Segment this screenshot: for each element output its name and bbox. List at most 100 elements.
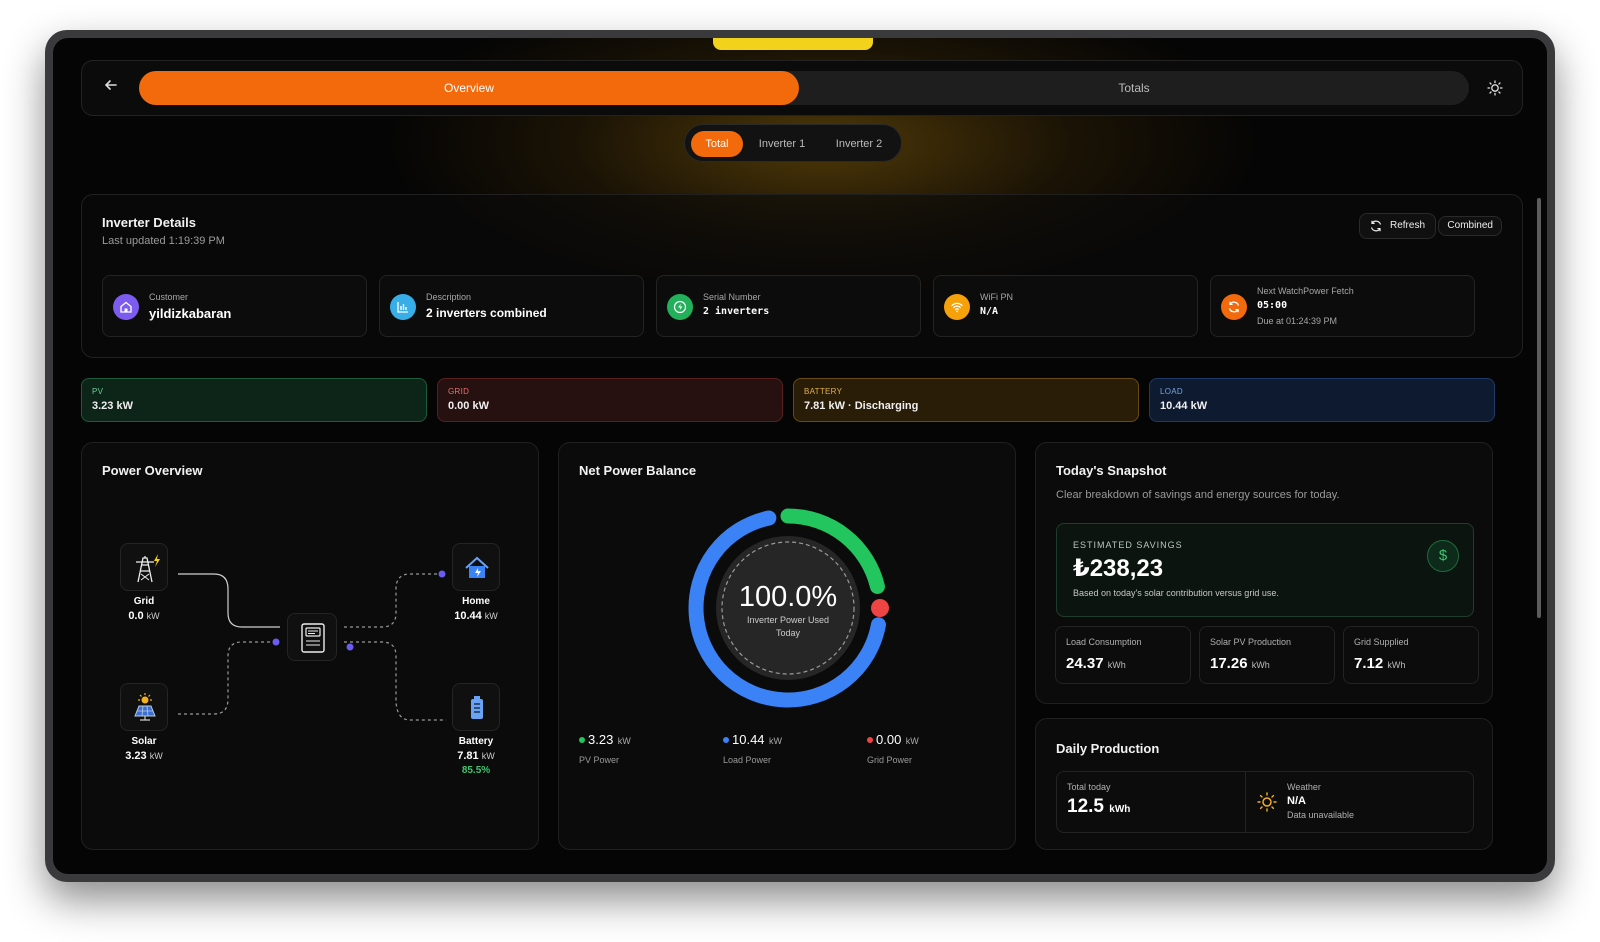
customer-value: yildizkabaran (149, 306, 232, 321)
refresh-button[interactable]: Refresh (1358, 213, 1436, 239)
weather-value: N/A (1287, 795, 1306, 807)
stat-battery-value: 7.81 kW · Discharging (804, 400, 919, 412)
load-dot (723, 736, 729, 743)
snapshot-subtitle: Clear breakdown of savings and energy so… (1056, 489, 1340, 501)
balance-donut (688, 508, 889, 708)
divider (1245, 772, 1246, 832)
metric-solar-value: 17.26 kWh (1210, 655, 1270, 672)
wifi-label: WiFi PN (980, 292, 1013, 302)
device-frame: Overview Totals Total Inverter 1 Inverte… (45, 30, 1555, 882)
battery-soc: 85.5% (461, 765, 491, 776)
weather-note: Data unavailable (1287, 810, 1355, 820)
grid-tower-icon (120, 543, 168, 591)
power-overview-card: Power Overview Grid 0.0 kW Solar 3.23 kW (81, 442, 539, 850)
stat-battery: BATTERY 7.81 kW · Discharging (793, 378, 1139, 422)
legend-grid: 0.00 kW Grid Power (867, 732, 919, 765)
view-switcher: Overview Totals (139, 71, 1469, 105)
last-updated-text: Last updated 1:19:39 PM (102, 235, 225, 247)
stat-grid-label: GRID (448, 387, 470, 396)
info-card-serial: Serial Number 2 inverters (656, 275, 921, 337)
inverter-details-title: Inverter Details (102, 215, 196, 230)
stat-pv-label: PV (92, 387, 104, 396)
home-value: 10.44 kW (454, 610, 498, 622)
metric-solar-label: Solar PV Production (1210, 637, 1292, 647)
battery-value: 7.81 kW (457, 750, 495, 762)
metric-grid-supplied: Grid Supplied 7.12 kWh (1343, 626, 1479, 684)
inverter-selector: Total Inverter 1 Inverter 2 (684, 124, 902, 162)
description-value: 2 inverters combined (426, 306, 547, 320)
description-label: Description (426, 292, 472, 302)
filter-inverter-2[interactable]: Inverter 2 (835, 138, 883, 150)
filter-total[interactable]: Total (691, 131, 743, 157)
app-screen: Overview Totals Total Inverter 1 Inverte… (53, 38, 1547, 874)
legend-load: 10.44 kW Load Power (723, 732, 782, 765)
battery-icon (452, 683, 500, 731)
chart-icon (390, 294, 416, 320)
grid-value: 0.0 kW (128, 610, 160, 622)
inverter-icon (287, 613, 337, 661)
info-card-description: Description 2 inverters combined (379, 275, 644, 337)
serial-label: Serial Number (703, 292, 761, 302)
legend-pv: 3.23 kW PV Power (579, 732, 631, 765)
bolt-icon (667, 294, 693, 320)
scrollbar[interactable] (1537, 198, 1541, 618)
refresh-label: Refresh (1389, 220, 1425, 231)
net-power-balance-title: Net Power Balance (579, 463, 697, 478)
battery-label: Battery (458, 736, 494, 747)
combined-toggle[interactable]: Combined (1438, 216, 1502, 236)
stat-grid-value: 0.00 kW (448, 400, 489, 412)
net-power-balance-card: Net Power Balance 100.0% Inverter Power … (558, 442, 1016, 850)
filter-inverter-1[interactable]: Inverter 1 (758, 138, 806, 150)
daily-production-title: Daily Production (1056, 741, 1160, 756)
stat-pv: PV 3.23 kW (81, 378, 427, 422)
top-accent-bar (713, 38, 873, 50)
top-navigation: Overview Totals (81, 60, 1523, 116)
stat-load-value: 10.44 kW (1160, 400, 1208, 412)
dollar-icon: $ (1427, 540, 1459, 572)
snapshot-title: Today's Snapshot (1056, 463, 1167, 478)
refresh-icon (1369, 219, 1383, 243)
home-icon (113, 294, 139, 320)
info-card-customer: Customer yildizkabaran (102, 275, 367, 337)
tab-totals[interactable]: Totals (1118, 81, 1150, 95)
savings-note: Based on today's solar contribution vers… (1073, 588, 1279, 598)
next-fetch-due: Due at 01:24:39 PM (1257, 316, 1338, 326)
balance-caption-1: Inverter Power Used (746, 615, 830, 625)
tab-overview[interactable]: Overview (139, 71, 799, 105)
metric-grid-value: 7.12 kWh (1354, 655, 1406, 672)
wifi-icon (944, 294, 970, 320)
total-today-label: Total today (1067, 782, 1111, 792)
customer-label: Customer (149, 292, 189, 302)
stat-pv-value: 3.23 kW (92, 400, 133, 412)
pv-arc (780, 508, 885, 594)
metric-grid-label: Grid Supplied (1354, 637, 1409, 647)
load-arc (688, 510, 886, 708)
stat-battery-label: BATTERY (804, 387, 843, 396)
grid-indicator-dot (871, 599, 889, 617)
savings-panel: ESTIMATED SAVINGS ₺238,23 Based on today… (1056, 523, 1474, 617)
serial-value: 2 inverters (703, 306, 770, 317)
back-arrow-icon[interactable] (100, 77, 122, 99)
solar-value: 3.23 kW (125, 750, 163, 762)
savings-label: ESTIMATED SAVINGS (1073, 540, 1183, 550)
metric-load-consumption: Load Consumption 24.37 kWh (1055, 626, 1191, 684)
next-fetch-value: 05:00 (1257, 300, 1288, 311)
grid-dot (867, 736, 873, 743)
grid-label: Grid (133, 596, 155, 607)
power-flow-lines (178, 570, 446, 721)
pv-dot (579, 736, 585, 743)
weather-label: Weather (1287, 782, 1321, 792)
next-fetch-label: Next WatchPower Fetch (1257, 286, 1354, 296)
balance-caption-2: Today (775, 628, 801, 638)
savings-value: ₺238,23 (1073, 555, 1164, 582)
metric-load-value: 24.37 kWh (1066, 655, 1126, 672)
solar-label: Solar (131, 736, 157, 747)
balance-percent: 100.0% (738, 581, 838, 613)
wifi-value: N/A (980, 306, 999, 317)
daily-production-card: Daily Production Total today 12.5 kWh We… (1035, 718, 1493, 850)
stat-grid: GRID 0.00 kW (437, 378, 783, 422)
sun-icon[interactable] (1484, 77, 1506, 99)
stat-load: LOAD 10.44 kW (1149, 378, 1495, 422)
info-card-wifi: WiFi PN N/A (933, 275, 1198, 337)
production-panel: Total today 12.5 kWh Weather N/A Data un… (1056, 771, 1474, 833)
